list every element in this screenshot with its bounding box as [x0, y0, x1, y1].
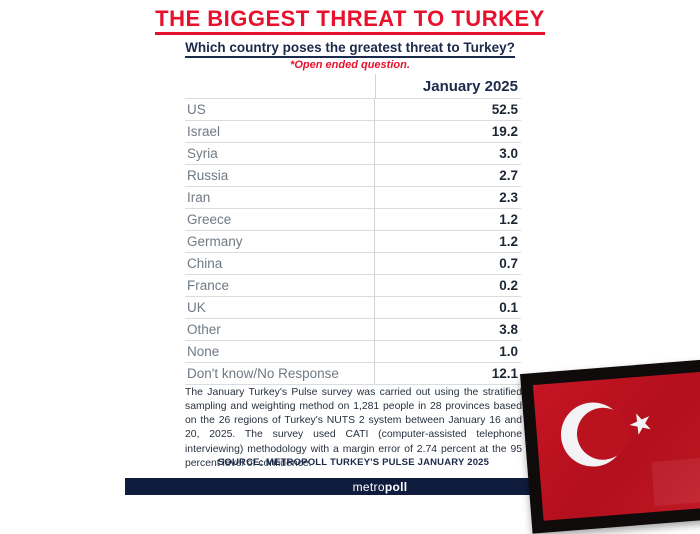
- page-title: THE BIGGEST THREAT TO TURKEY: [0, 6, 700, 35]
- table-row: Greece 1.2: [185, 209, 521, 231]
- country-label: Don't know/No Response: [185, 363, 375, 384]
- table-row: Russia 2.7: [185, 165, 521, 187]
- country-label: Iran: [185, 187, 375, 208]
- country-label: UK: [185, 297, 375, 318]
- country-label: Germany: [185, 231, 375, 252]
- metropoll-logo-metro: metro: [352, 480, 385, 494]
- table-row: Don't know/No Response 12.1: [185, 363, 521, 385]
- country-label: France: [185, 275, 375, 296]
- table-header-row: January 2025: [185, 74, 521, 99]
- country-value: 3.8: [499, 322, 518, 337]
- table-row: Israel 19.2: [185, 121, 521, 143]
- country-value: 12.1: [491, 366, 518, 381]
- table-row: Iran 2.3: [185, 187, 521, 209]
- country-value: 1.2: [499, 234, 518, 249]
- country-label: None: [185, 341, 375, 362]
- country-value: 1.2: [499, 212, 518, 227]
- threat-table: January 2025 US 52.5 Israel 19.2 Syria 3.0 Rus…: [185, 74, 521, 385]
- country-value: 2.7: [499, 168, 518, 183]
- country-value: 19.2: [491, 124, 518, 139]
- methodology-footnote: The January Turkey's Pulse survey was ca…: [185, 387, 522, 469]
- source-line: SOURCE: METROPOLL TURKEY'S PULSE JANUARY…: [217, 457, 490, 468]
- country-value: 0.7: [499, 256, 518, 271]
- threat-table-body: US 52.5 Israel 19.2 Syria 3.0 Russia 2.7 Iran 2.3…: [185, 99, 521, 385]
- country-label: Russia: [185, 165, 375, 186]
- country-label: Greece: [185, 209, 375, 230]
- turkish-flag-photo: ★: [520, 358, 700, 534]
- country-label: Syria: [185, 143, 375, 164]
- country-label: Israel: [185, 121, 375, 142]
- country-label: US: [185, 99, 375, 120]
- flag-frame: ★: [520, 358, 700, 534]
- metropoll-logo: metropoll: [310, 480, 450, 494]
- flag-field: ★: [532, 371, 700, 521]
- table-row: Germany 1.2: [185, 231, 521, 253]
- table-header-empty-cell: [185, 74, 376, 98]
- table-row: China 0.7: [185, 253, 521, 275]
- open-ended-note: *Open ended question.: [290, 59, 410, 71]
- country-value: 3.0: [499, 146, 518, 161]
- poll-infographic: { "header": { "title": "THE BIGGEST THRE…: [0, 6, 700, 534]
- country-value: 1.0: [499, 344, 518, 359]
- flag-reflection: [651, 457, 700, 506]
- country-value: 0.2: [499, 278, 518, 293]
- country-value: 0.1: [499, 300, 518, 315]
- table-row: Other 3.8: [185, 319, 521, 341]
- country-label: China: [185, 253, 375, 274]
- table-row: France 0.2: [185, 275, 521, 297]
- country-label: Other: [185, 319, 375, 340]
- country-value: 52.5: [491, 102, 518, 117]
- survey-question: Which country poses the greatest threat …: [0, 40, 700, 58]
- table-row: UK 0.1: [185, 297, 521, 319]
- table-row: None 1.0: [185, 341, 521, 363]
- country-value: 2.3: [499, 190, 518, 205]
- table-row: Syria 3.0: [185, 143, 521, 165]
- metropoll-logo-poll: poll: [384, 480, 408, 494]
- table-row: US 52.5: [185, 99, 521, 121]
- table-header-date: January 2025: [422, 77, 518, 95]
